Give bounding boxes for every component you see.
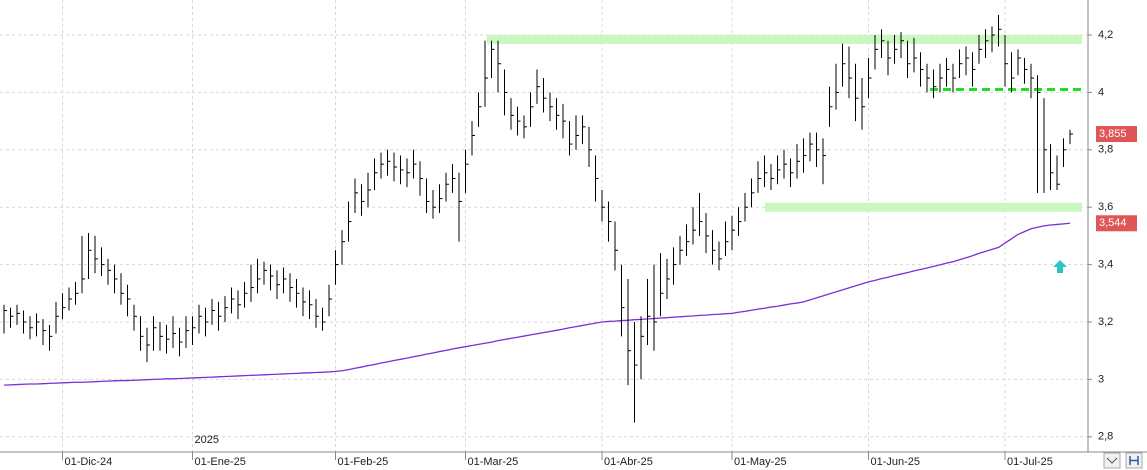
x-tick-label: 01-Dic-24 [65, 456, 113, 468]
price-tag [1096, 126, 1137, 143]
levels [487, 34, 1082, 212]
price-tag [1096, 215, 1137, 232]
moving-average-line [3, 222, 1071, 386]
price-tag-label: 3,855 [1099, 128, 1127, 140]
y-tick-label: 2,8 [1098, 431, 1113, 443]
y-tick-label: 3,4 [1098, 259, 1113, 271]
x-tick-label: 01-Ene-25 [195, 456, 246, 468]
year-label: 2025 [195, 434, 219, 446]
y-tick-label: 4,2 [1098, 29, 1113, 41]
y-tick-label: 3,6 [1098, 201, 1113, 213]
y-tick-label: 4 [1098, 86, 1104, 98]
y-tick-label: 3,2 [1098, 316, 1113, 328]
arrow-icon [1053, 260, 1067, 273]
scroll-button[interactable] [1103, 452, 1121, 469]
x-tick-label: 01-Feb-25 [338, 456, 389, 468]
x-tick-label: 01-Mar-25 [468, 456, 519, 468]
zoom-icon [1129, 456, 1139, 465]
x-tick-label: 01-May-25 [734, 456, 787, 468]
x-tick-label: 01-Abr-25 [604, 456, 653, 468]
x-tick-label: 01-Jun-25 [871, 456, 921, 468]
y-tick-label: 3,8 [1098, 144, 1113, 156]
labels: 2,8 3 3,2 3,4 3,6 3,8 4 4,2 01-Dic-24 01-Ene-25 01… [62, 29, 1137, 468]
y-tick-label: 3 [1098, 373, 1104, 385]
scroll-icon [1106, 457, 1118, 464]
marks [3, 14, 1073, 423]
price-tag-label: 3,544 [1099, 217, 1127, 229]
x-tick-label: 01-Jul-25 [1007, 456, 1053, 468]
